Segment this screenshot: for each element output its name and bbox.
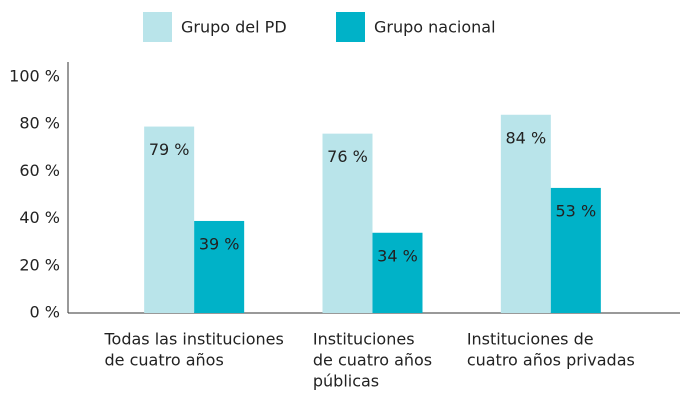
data-label: 34 % bbox=[377, 246, 418, 265]
legend-label: Grupo del PD bbox=[181, 18, 287, 37]
x-tick-label: cuatro años privadas bbox=[467, 351, 635, 370]
bar bbox=[372, 232, 423, 313]
x-tick-label: públicas bbox=[313, 372, 379, 391]
x-tick-label: Instituciones de bbox=[467, 330, 594, 349]
x-tick-label: de cuatro años bbox=[313, 351, 432, 370]
legend-label: Grupo nacional bbox=[374, 18, 496, 37]
data-label: 76 % bbox=[327, 147, 368, 166]
x-tick-label: Instituciones bbox=[313, 330, 415, 349]
bar bbox=[500, 114, 551, 313]
y-tick-label: 40 % bbox=[19, 208, 60, 227]
data-label: 84 % bbox=[506, 128, 547, 147]
bar bbox=[550, 187, 601, 313]
data-label: 79 % bbox=[149, 140, 190, 159]
y-tick-label: 100 % bbox=[9, 67, 60, 86]
bar bbox=[144, 126, 195, 313]
y-tick-label: 60 % bbox=[19, 161, 60, 180]
bar bbox=[322, 133, 373, 313]
y-tick-label: 20 % bbox=[19, 255, 60, 274]
data-label: 39 % bbox=[199, 234, 240, 253]
data-label: 53 % bbox=[556, 201, 597, 220]
legend-swatch bbox=[143, 12, 172, 42]
legend-swatch bbox=[336, 12, 365, 42]
y-tick-label: 0 % bbox=[30, 303, 60, 322]
x-tick-label: Todas las instituciones bbox=[104, 330, 284, 349]
bar bbox=[194, 220, 245, 313]
x-tick-label: de cuatro años bbox=[105, 351, 224, 370]
y-tick-label: 80 % bbox=[19, 114, 60, 133]
